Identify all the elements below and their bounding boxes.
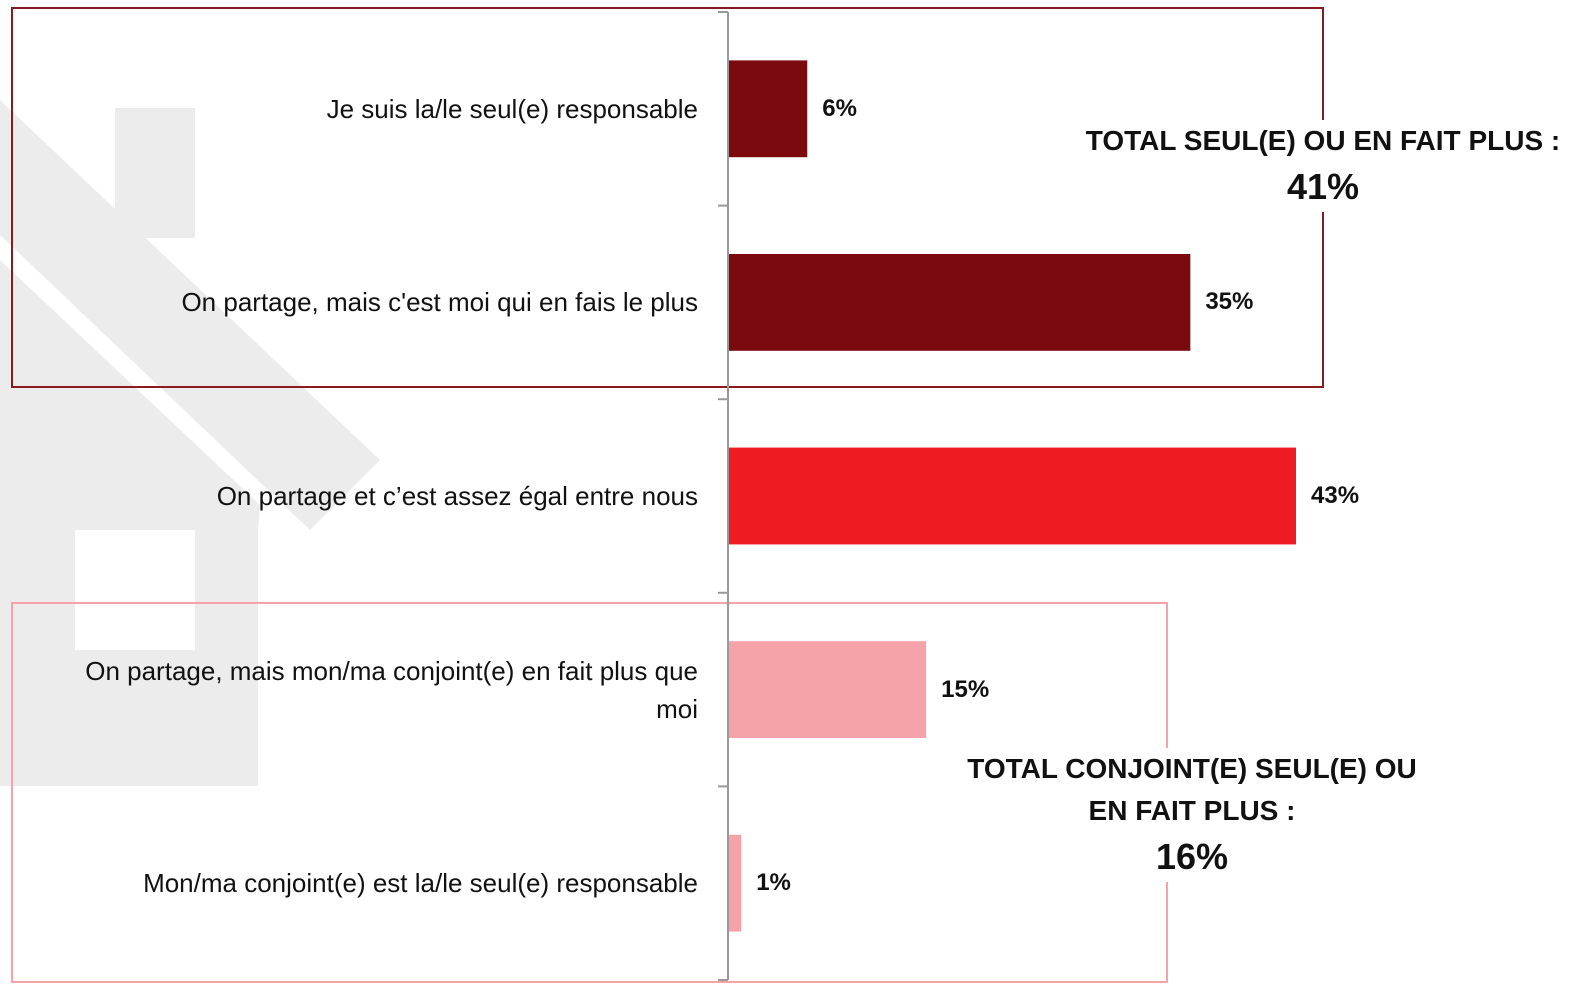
bar — [728, 835, 741, 932]
page: TOTAL SEUL(E) OU EN FAIT PLUS : 41% TOTA… — [0, 0, 1584, 993]
category-label: On partage et c’est assez égal entre nou… — [40, 477, 698, 515]
value-label: 15% — [941, 676, 989, 704]
category-label: On partage, mais c'est moi qui en fais l… — [40, 283, 698, 321]
annotation-value: 16% — [950, 832, 1434, 882]
category-label: Mon/ma conjoint(e) est la/le seul(e) res… — [40, 864, 698, 902]
value-label: 43% — [1311, 482, 1359, 510]
category-label: Je suis la/le seul(e) responsable — [40, 90, 698, 128]
bar — [728, 641, 926, 738]
annotation-text: TOTAL CONJOINT(E) SEUL(E) OU EN FAIT PLU… — [950, 748, 1434, 832]
value-label: 6% — [822, 95, 857, 123]
annotation-text: TOTAL SEUL(E) OU EN FAIT PLUS : — [1080, 120, 1566, 162]
bar — [728, 60, 807, 157]
annotation: TOTAL SEUL(E) OU EN FAIT PLUS : 41% — [1080, 120, 1566, 212]
bar — [728, 448, 1296, 545]
annotation: TOTAL CONJOINT(E) SEUL(E) OU EN FAIT PLU… — [950, 748, 1434, 882]
value-label: 1% — [756, 869, 791, 897]
bar — [728, 254, 1190, 351]
annotation-value: 41% — [1080, 162, 1566, 212]
value-label: 35% — [1205, 288, 1253, 316]
category-label: On partage, mais mon/ma conjoint(e) en f… — [40, 652, 698, 728]
